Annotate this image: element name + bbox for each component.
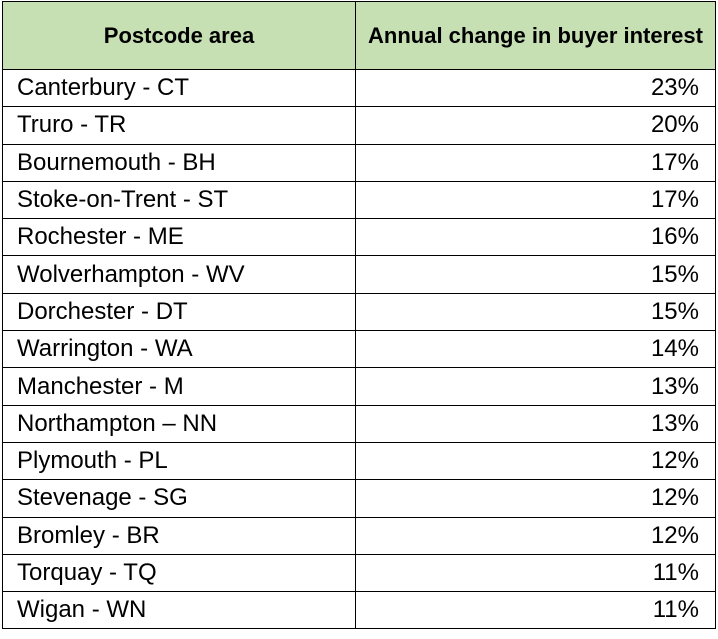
annual-change-cell: 17% <box>355 180 716 220</box>
postcode-buyer-interest-table: Postcode area Annual change in buyer int… <box>2 1 716 630</box>
table-row: Torquay - TQ 11% <box>2 553 716 593</box>
annual-change-cell: 14% <box>355 330 716 369</box>
annual-change-cell: 13% <box>355 404 716 443</box>
table-row: Truro - TR 20% <box>2 106 716 145</box>
table-row: Bromley - BR 12% <box>2 516 716 555</box>
table-row: Manchester - M 13% <box>2 367 716 406</box>
postcode-area-cell: Canterbury - CT <box>2 68 356 108</box>
postcode-area-cell: Rochester - ME <box>2 218 356 257</box>
annual-change-cell: 17% <box>355 143 716 182</box>
annual-change-cell: 12% <box>355 441 716 481</box>
postcode-area-cell: Wolverhampton - WV <box>2 255 356 294</box>
postcode-area-cell: Northampton – NN <box>2 404 356 443</box>
annual-change-cell: 15% <box>355 292 716 332</box>
table-row: Rochester - ME 16% <box>2 218 716 257</box>
annual-change-cell: 23% <box>355 68 716 108</box>
table-body: Canterbury - CT 23% Truro - TR 20% Bournemou… <box>2 68 716 630</box>
postcode-area-cell: Stevenage - SG <box>2 479 356 518</box>
header-postcode-area: Postcode area <box>2 1 356 70</box>
table-row: Wigan - WN 11% <box>2 591 716 630</box>
annual-change-cell: 20% <box>355 106 716 145</box>
table-row: Bournemouth - BH 17% <box>2 143 716 182</box>
table-row: Northampton – NN 13% <box>2 404 716 443</box>
annual-change-cell: 15% <box>355 255 716 294</box>
table-header-row: Postcode area Annual change in buyer int… <box>2 1 716 70</box>
annual-change-cell: 11% <box>355 591 716 630</box>
postcode-area-cell: Torquay - TQ <box>2 553 356 593</box>
postcode-area-cell: Stoke-on-Trent - ST <box>2 180 356 220</box>
table-row: Dorchester - DT 15% <box>2 292 716 332</box>
table-row: Canterbury - CT 23% <box>2 68 716 108</box>
postcode-area-cell: Bournemouth - BH <box>2 143 356 182</box>
table-row: Wolverhampton - WV 15% <box>2 255 716 294</box>
table-row: Stevenage - SG 12% <box>2 479 716 518</box>
annual-change-cell: 11% <box>355 553 716 593</box>
postcode-area-cell: Manchester - M <box>2 367 356 406</box>
postcode-area-cell: Warrington - WA <box>2 330 356 369</box>
table-row: Warrington - WA 14% <box>2 330 716 369</box>
annual-change-cell: 12% <box>355 479 716 518</box>
annual-change-cell: 16% <box>355 218 716 257</box>
header-annual-change: Annual change in buyer interest <box>355 1 716 70</box>
annual-change-cell: 12% <box>355 516 716 555</box>
postcode-area-cell: Plymouth - PL <box>2 441 356 481</box>
table-row: Stoke-on-Trent - ST 17% <box>2 180 716 220</box>
postcode-area-cell: Dorchester - DT <box>2 292 356 332</box>
postcode-area-cell: Truro - TR <box>2 106 356 145</box>
annual-change-cell: 13% <box>355 367 716 406</box>
postcode-area-cell: Wigan - WN <box>2 591 356 630</box>
table-row: Plymouth - PL 12% <box>2 441 716 481</box>
postcode-area-cell: Bromley - BR <box>2 516 356 555</box>
